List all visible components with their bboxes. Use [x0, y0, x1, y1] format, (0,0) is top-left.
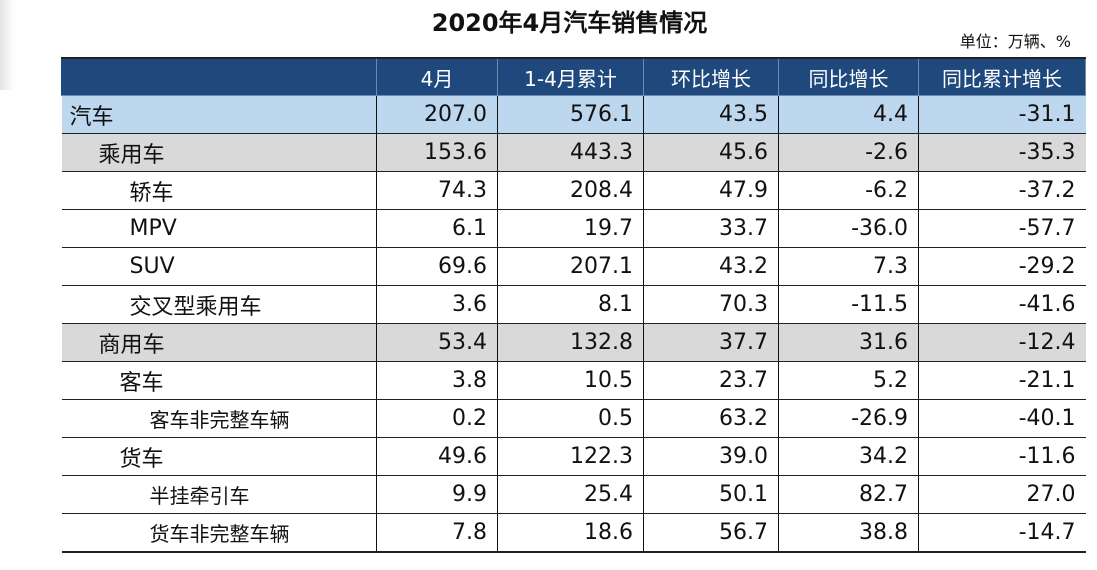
cumulative-value: 443.3	[497, 133, 644, 172]
yoy-growth-value: 5.2	[778, 361, 919, 400]
yoy-cumulative-growth-value: -12.4	[918, 323, 1086, 362]
header-cell-yoy-growth: 同比增长	[778, 57, 919, 96]
mom-growth-value: 50.1	[643, 475, 779, 514]
april-value: 74.3	[376, 171, 498, 210]
row-label: 客车非完整车辆	[61, 399, 377, 438]
row-label: 交叉型乘用车	[61, 285, 377, 324]
april-value: 7.8	[376, 513, 498, 553]
yoy-growth-value: 38.8	[778, 513, 919, 553]
april-value: 207.0	[376, 95, 498, 134]
yoy-growth-value: 31.6	[778, 323, 919, 362]
mom-growth-value: 45.6	[643, 133, 779, 172]
table-row: 货车 49.6 122.3 39.0 34.2 -11.6	[61, 437, 1086, 476]
april-value: 49.6	[376, 437, 498, 476]
header-cell-cumulative: 1-4月累计	[497, 57, 644, 96]
mom-growth-value: 23.7	[643, 361, 779, 400]
yoy-cumulative-growth-value: -40.1	[918, 399, 1086, 438]
yoy-cumulative-growth-value: 27.0	[918, 475, 1086, 514]
table-row: 汽车 207.0 576.1 43.5 4.4 -31.1	[61, 95, 1086, 134]
page-title: 2020年4月汽车销售情况	[431, 9, 708, 37]
yoy-cumulative-growth-value: -14.7	[918, 513, 1086, 553]
april-value: 0.2	[376, 399, 498, 438]
yoy-growth-value: -26.9	[778, 399, 919, 438]
table-body: 汽车 207.0 576.1 43.5 4.4 -31.1 乘用车 153.6 443.3 45.…	[61, 95, 1086, 553]
april-value: 6.1	[376, 209, 498, 248]
table-row: 交叉型乘用车 3.6 8.1 70.3 -11.5 -41.6	[61, 285, 1086, 324]
mom-growth-value: 33.7	[643, 209, 779, 248]
mom-growth-value: 37.7	[643, 323, 779, 362]
row-label: 货车	[61, 437, 377, 476]
april-value: 153.6	[376, 133, 498, 172]
mom-growth-value: 43.5	[643, 95, 779, 134]
table-row: 轿车 74.3 208.4 47.9 -6.2 -37.2	[61, 171, 1086, 210]
yoy-growth-value: -36.0	[778, 209, 919, 248]
header-cell-mom-growth: 环比增长	[643, 57, 779, 96]
yoy-growth-value: -2.6	[778, 133, 919, 172]
april-value: 69.6	[376, 247, 498, 286]
yoy-cumulative-growth-value: -41.6	[918, 285, 1086, 324]
table-row: 半挂牵引车 9.9 25.4 50.1 82.7 27.0	[61, 475, 1086, 514]
cumulative-value: 122.3	[497, 437, 644, 476]
header-cell-yoy-cumulative-growth: 同比累计增长	[918, 57, 1086, 96]
mom-growth-value: 47.9	[643, 171, 779, 210]
page-edge-shadow	[0, 0, 14, 90]
table-row: 货车非完整车辆 7.8 18.6 56.7 38.8 -14.7	[61, 513, 1086, 553]
yoy-growth-value: -6.2	[778, 171, 919, 210]
yoy-growth-value: 4.4	[778, 95, 919, 134]
april-value: 3.6	[376, 285, 498, 324]
cumulative-value: 18.6	[497, 513, 644, 553]
cumulative-value: 208.4	[497, 171, 644, 210]
mom-growth-value: 70.3	[643, 285, 779, 324]
yoy-growth-value: 34.2	[778, 437, 919, 476]
table-row: 客车非完整车辆 0.2 0.5 63.2 -26.9 -40.1	[61, 399, 1086, 438]
cumulative-value: 25.4	[497, 475, 644, 514]
yoy-cumulative-growth-value: -31.1	[918, 95, 1086, 134]
table-row: 乘用车 153.6 443.3 45.6 -2.6 -35.3	[61, 133, 1086, 172]
april-value: 3.8	[376, 361, 498, 400]
yoy-growth-value: 7.3	[778, 247, 919, 286]
header-cell-blank	[61, 57, 377, 96]
cumulative-value: 0.5	[497, 399, 644, 438]
yoy-cumulative-growth-value: -35.3	[918, 133, 1086, 172]
header-cell-april: 4月	[376, 57, 498, 96]
cumulative-value: 19.7	[497, 209, 644, 248]
table-row: SUV 69.6 207.1 43.2 7.3 -29.2	[61, 247, 1086, 286]
april-value: 9.9	[376, 475, 498, 514]
row-label: 轿车	[61, 171, 377, 210]
cumulative-value: 8.1	[497, 285, 644, 324]
yoy-cumulative-growth-value: -29.2	[918, 247, 1086, 286]
row-label: 乘用车	[61, 133, 377, 172]
yoy-cumulative-growth-value: -11.6	[918, 437, 1086, 476]
mom-growth-value: 56.7	[643, 513, 779, 553]
mom-growth-value: 63.2	[643, 399, 779, 438]
row-label: 客车	[61, 361, 377, 400]
cumulative-value: 576.1	[497, 95, 644, 134]
table-row: MPV 6.1 19.7 33.7 -36.0 -57.7	[61, 209, 1086, 248]
row-label: 半挂牵引车	[61, 475, 377, 514]
unit-label: 单位：万辆、%	[959, 32, 1071, 51]
row-label: SUV	[61, 247, 377, 286]
table-row: 客车 3.8 10.5 23.7 5.2 -21.1	[61, 361, 1086, 400]
mom-growth-value: 43.2	[643, 247, 779, 286]
yoy-growth-value: -11.5	[778, 285, 919, 324]
row-label: MPV	[61, 209, 377, 248]
april-value: 53.4	[376, 323, 498, 362]
row-label: 货车非完整车辆	[61, 513, 377, 553]
table-row: 商用车 53.4 132.8 37.7 31.6 -12.4	[61, 323, 1086, 362]
row-label: 商用车	[61, 323, 377, 362]
mom-growth-value: 39.0	[643, 437, 779, 476]
cumulative-value: 132.8	[497, 323, 644, 362]
cumulative-value: 10.5	[497, 361, 644, 400]
yoy-cumulative-growth-value: -37.2	[918, 171, 1086, 210]
yoy-cumulative-growth-value: -57.7	[918, 209, 1086, 248]
table-header-row: 4月 1-4月累计 环比增长 同比增长 同比累计增长	[61, 57, 1086, 96]
cumulative-value: 207.1	[497, 247, 644, 286]
sales-table: 4月 1-4月累计 环比增长 同比增长 同比累计增长 汽车 207.0 576.1 4…	[61, 57, 1086, 553]
yoy-growth-value: 82.7	[778, 475, 919, 514]
yoy-cumulative-growth-value: -21.1	[918, 361, 1086, 400]
row-label: 汽车	[61, 95, 377, 134]
